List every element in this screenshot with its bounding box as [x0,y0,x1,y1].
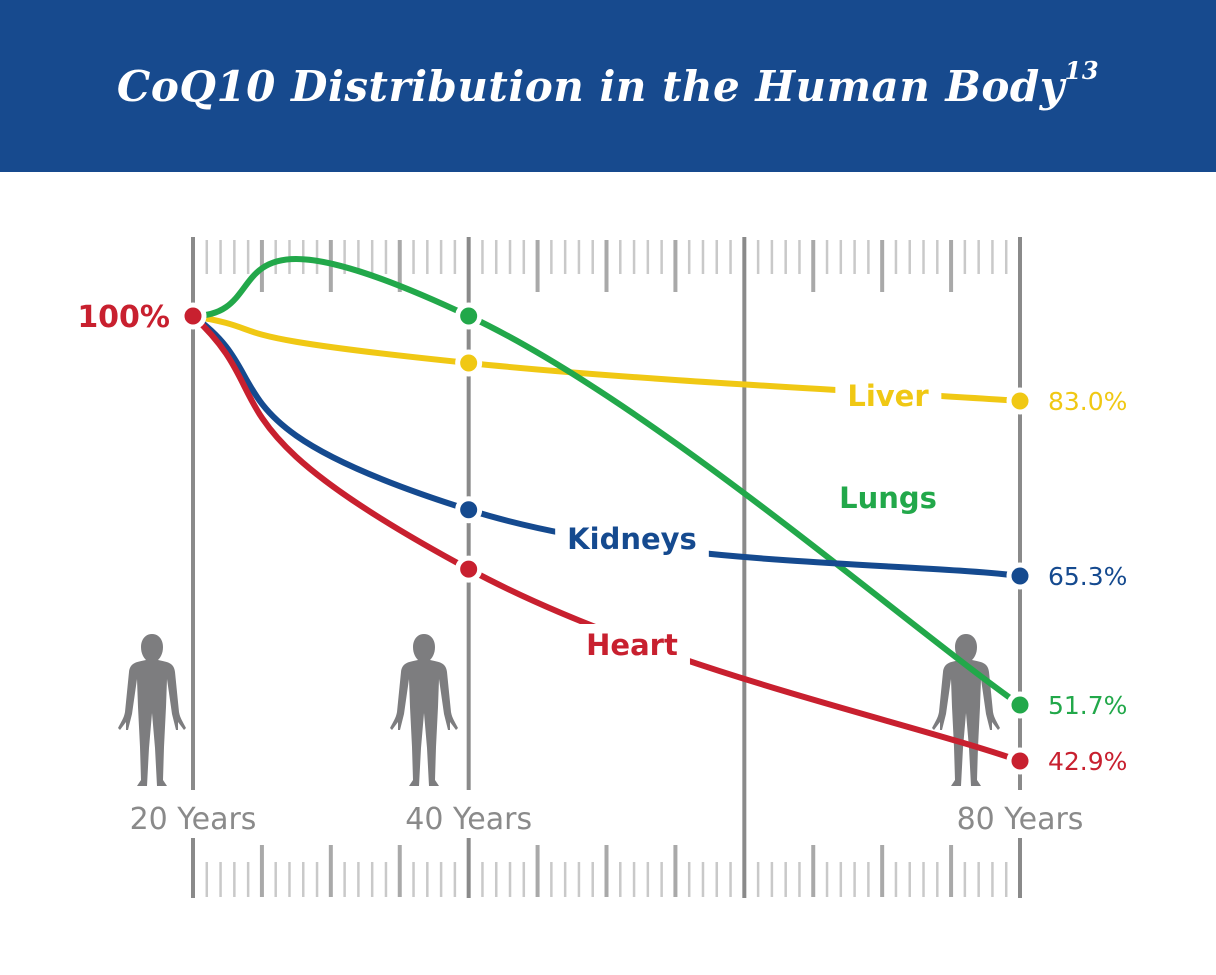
series-label-kidneys: Kidneys [555,518,709,560]
series-label-heart: Heart [574,624,690,666]
chart-title: CoQ10 Distribution in the Human Body13 [116,58,1099,111]
series-name-label: Kidneys [567,522,697,556]
x-tick-label: 40 Years [405,802,532,837]
series-label-background [555,518,709,560]
human-body-silhouette-icon [118,634,186,786]
series-name-label: Liver [847,379,929,413]
human-figures [118,634,1000,786]
axis-labels: 20 Years 40 Years 80 Years 83.0% 51.7% 65.3% 4… [77,300,1127,837]
data-point-kidneys [1006,562,1034,590]
data-point-start [179,302,207,330]
data-point-heart [455,555,483,583]
human-body-silhouette-path [118,634,186,786]
series-dots [179,302,1034,775]
human-body-silhouette-path [932,634,1000,786]
title-footnote: 13 [1064,55,1100,85]
series-name-label: Lungs [839,481,937,515]
title-banner: CoQ10 Distribution in the Human Body13 [0,0,1216,172]
series-label-background [835,375,942,417]
human-body-silhouette-path [390,634,458,786]
series-label-lungs: Lungs [827,477,949,519]
data-point-heart [1006,747,1034,775]
series-label-background [827,477,949,519]
series-labels: Liver Lungs Kidneys Heart [555,375,949,666]
human-body-silhouette-icon [390,634,458,786]
human-body-silhouette-icon [932,634,1000,786]
series-name-label: Heart [586,628,678,662]
end-value-label-lungs: 51.7% [1048,691,1127,720]
start-value-label: 100% [77,300,170,335]
data-point-liver [1006,387,1034,415]
data-point-lungs [1006,691,1034,719]
end-value-label-kidneys: 65.3% [1048,562,1127,591]
title-text: CoQ10 Distribution in the Human Body [116,61,1065,111]
series-label-liver: Liver [835,375,942,417]
data-point-lungs [455,302,483,330]
x-tick-label: 80 Years [957,802,1084,837]
end-value-label-liver: 83.0% [1048,387,1127,416]
x-tick-label: 20 Years [130,802,257,837]
end-value-label-heart: 42.9% [1048,747,1127,776]
series-label-background [574,624,690,666]
data-point-liver [455,349,483,377]
data-point-kidneys [455,496,483,524]
